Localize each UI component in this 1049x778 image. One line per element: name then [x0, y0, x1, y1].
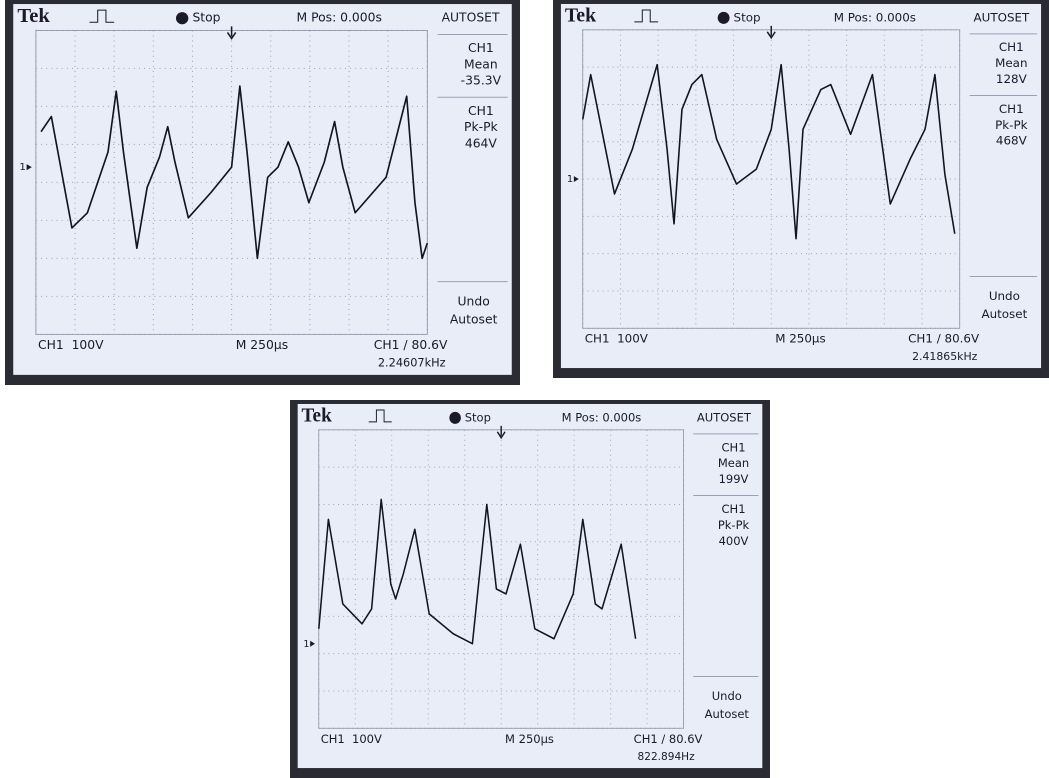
measure-value: 468V: [996, 134, 1028, 148]
trigger: CH1 / 80.6V: [374, 338, 448, 352]
trigger: CH1 / 80.6V: [908, 332, 980, 346]
measure-value: -35.3V: [461, 74, 502, 88]
measure-label: Pk-Pk: [464, 120, 499, 134]
trigger: CH1 / 80.6V: [634, 732, 703, 746]
measure-channel: CH1: [999, 102, 1024, 116]
channel-marker: 1: [303, 639, 309, 650]
time-scale: M 250µs: [236, 338, 288, 352]
trigger-position-arrow: [766, 25, 776, 40]
menu-title: AUTOSET: [973, 10, 1030, 24]
undo: Undo: [458, 294, 490, 308]
measure-value: 199V: [719, 472, 749, 486]
channel-scale: CH1 100V: [38, 338, 104, 352]
channel-scale: CH1 100V: [321, 732, 382, 746]
brand: Tek: [565, 4, 597, 26]
autoset: Autoset: [705, 707, 750, 721]
waveform: [581, 63, 956, 240]
undo: Undo: [989, 289, 1020, 303]
measure-value: 128V: [996, 72, 1028, 86]
waveform: [40, 85, 429, 260]
waveform: [318, 498, 637, 645]
status: Stop: [192, 11, 220, 25]
acquire-icon: [368, 409, 392, 423]
display: [560, 3, 1042, 369]
measure-channel: CH1: [999, 40, 1024, 54]
measure-value: 400V: [719, 534, 749, 548]
measure-channel: CH1: [468, 104, 494, 118]
time-scale: M 250µs: [505, 732, 554, 746]
acquire-icon: [89, 9, 115, 23]
measure-label: Mean: [718, 456, 749, 470]
brand: Tek: [17, 5, 50, 27]
status-dot: [175, 12, 189, 25]
trigger-position-arrow: [496, 425, 506, 440]
frequency: 2.41865kHz: [912, 350, 978, 363]
measure-value: 464V: [465, 136, 498, 150]
trigger-position-arrow: [226, 26, 237, 40]
undo: Undo: [712, 689, 742, 703]
measure-channel: CH1: [722, 502, 746, 516]
channel-scale: CH1 100V: [585, 332, 649, 346]
status-dot: [449, 411, 461, 424]
marker-arrow: [26, 164, 32, 171]
position: M Pos: 0.000s: [296, 11, 381, 25]
brand: Tek: [302, 405, 332, 426]
frequency: 822.894Hz: [638, 750, 695, 763]
acquire-icon: [634, 9, 659, 23]
marker-arrow: [573, 176, 579, 183]
channel-marker: 1: [567, 174, 573, 185]
time-scale: M 250µs: [775, 332, 825, 346]
display: [13, 4, 512, 375]
measure-label: Pk-Pk: [718, 518, 750, 532]
oscilloscope-screen: Tek Stop M Pos: 0.000s AUTOSET CH1 Mean -35.3V…: [5, 0, 520, 385]
status: Stop: [734, 10, 761, 24]
marker-arrow: [310, 640, 315, 647]
autoset: Autoset: [981, 307, 1027, 321]
measure-label: Mean: [995, 56, 1027, 70]
frequency: 2.24607kHz: [378, 357, 446, 370]
position: M Pos: 0.000s: [834, 10, 916, 24]
oscilloscope-screen: Tek Stop M Pos: 0.000s AUTOSET CH1 Mean 128V CH…: [553, 0, 1049, 378]
status: Stop: [465, 410, 491, 424]
channel-marker: 1: [19, 162, 26, 173]
menu-title: AUTOSET: [697, 410, 752, 424]
measure-channel: CH1: [722, 440, 746, 454]
display: [297, 403, 763, 769]
measure-label: Mean: [464, 57, 498, 71]
oscilloscope-screen: Tek Stop M Pos: 0.000s AUTOSET CH1 Mean 199V CH…: [290, 400, 770, 778]
position: M Pos: 0.000s: [562, 410, 642, 424]
autoset: Autoset: [450, 313, 498, 327]
status-dot: [717, 11, 730, 24]
menu-title: AUTOSET: [442, 11, 500, 25]
measure-label: Pk-Pk: [995, 118, 1028, 132]
measure-channel: CH1: [468, 41, 494, 55]
